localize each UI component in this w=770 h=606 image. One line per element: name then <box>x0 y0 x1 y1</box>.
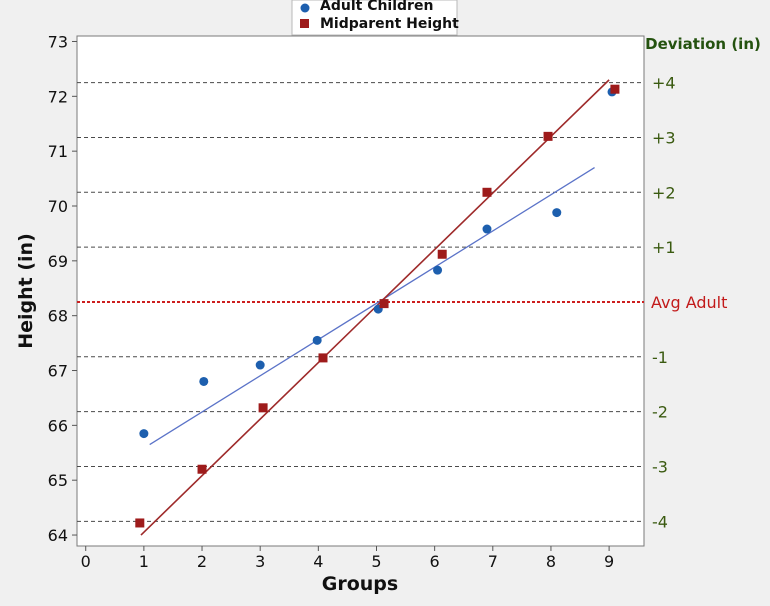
deviation-label: +4 <box>652 74 676 93</box>
adult-children-point <box>482 224 492 234</box>
deviation-label: -4 <box>652 512 668 531</box>
grid-layer <box>77 82 644 522</box>
midparent-height-point <box>318 353 328 363</box>
midparent-height-point <box>437 249 447 259</box>
x-tick-label: 0 <box>81 552 91 571</box>
y-tick-label: 73 <box>48 32 68 51</box>
y-tick-label: 66 <box>48 416 68 435</box>
x-tick-label: 5 <box>371 552 381 571</box>
point-layer <box>135 84 620 528</box>
x-tick-label: 6 <box>430 552 440 571</box>
adult-children-point <box>433 265 443 275</box>
adult-children-point <box>312 335 322 345</box>
deviation-label: +3 <box>652 128 676 147</box>
y-tick-label: 65 <box>48 471 68 490</box>
y-tick-label: 69 <box>48 252 68 271</box>
y-tick-label: 64 <box>48 526 68 545</box>
deviation-label: -3 <box>652 457 668 476</box>
legend-marker-adult-children <box>300 3 310 13</box>
legend-marker-midparent-height <box>300 19 309 28</box>
x-tick-label: 2 <box>197 552 207 571</box>
legend-box <box>291 0 458 36</box>
x-tick-label: 8 <box>546 552 556 571</box>
y-tick-label: 68 <box>48 307 68 326</box>
adult-children-point <box>139 429 149 439</box>
adult-children-point <box>255 360 265 370</box>
midparent-height-point <box>379 299 389 309</box>
legend-label-midparent-height: Midparent Height <box>320 16 459 32</box>
midparent-height-point <box>197 464 207 474</box>
deviation-label: -1 <box>652 348 668 367</box>
x-tick-label: 4 <box>313 552 323 571</box>
legend-label-adult-children: Adult Children <box>320 0 433 14</box>
deviation-label: +2 <box>652 183 676 202</box>
y-tick-label: 72 <box>48 87 68 106</box>
midparent-height-point <box>135 518 145 528</box>
deviation-label: -2 <box>652 403 668 422</box>
x-tick-label: 3 <box>255 552 265 571</box>
midparent-height-point <box>543 131 553 141</box>
fit-line-adult-children <box>149 167 595 446</box>
x-tick-label: 7 <box>488 552 498 571</box>
adult-children-point <box>552 208 562 218</box>
avg-adult-label: Avg Adult <box>651 293 727 312</box>
midparent-height-point <box>482 187 492 197</box>
y-tick-label: 71 <box>48 142 68 161</box>
y-axis-label: Height (in) <box>15 233 37 349</box>
deviation-label: +1 <box>652 238 676 257</box>
plot-area <box>76 35 645 547</box>
x-tick-label: 1 <box>139 552 149 571</box>
midparent-height-point <box>258 403 268 413</box>
legend: Adult Children Midparent Height <box>291 0 459 36</box>
y-tick-label: 67 <box>48 362 68 381</box>
x-tick-label: 9 <box>604 552 614 571</box>
y-tick-label: 70 <box>48 197 68 216</box>
right-axis-title: Deviation (in) <box>645 35 761 53</box>
adult-children-point <box>199 376 209 386</box>
x-axis-label: Groups <box>322 573 398 595</box>
midparent-height-point <box>610 84 620 94</box>
